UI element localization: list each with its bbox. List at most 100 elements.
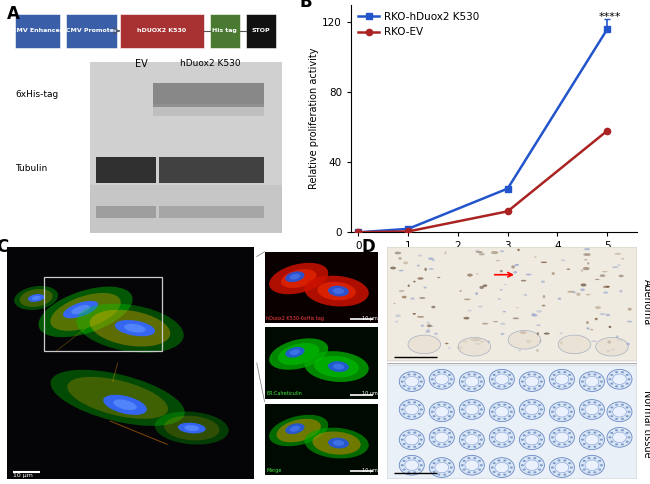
- Ellipse shape: [503, 418, 506, 420]
- Ellipse shape: [393, 303, 396, 304]
- Ellipse shape: [538, 413, 541, 415]
- Ellipse shape: [463, 413, 465, 415]
- Ellipse shape: [304, 276, 369, 306]
- Ellipse shape: [465, 435, 478, 445]
- Ellipse shape: [443, 459, 447, 462]
- Ellipse shape: [588, 401, 590, 404]
- Ellipse shape: [600, 313, 605, 315]
- Ellipse shape: [450, 411, 453, 413]
- Ellipse shape: [583, 434, 586, 437]
- Ellipse shape: [607, 369, 632, 389]
- Ellipse shape: [50, 293, 121, 331]
- Ellipse shape: [463, 385, 465, 387]
- Ellipse shape: [32, 296, 40, 300]
- Ellipse shape: [410, 297, 415, 300]
- Ellipse shape: [552, 462, 556, 464]
- Text: STOP: STOP: [252, 29, 270, 33]
- Ellipse shape: [276, 419, 321, 442]
- Ellipse shape: [478, 469, 481, 470]
- Ellipse shape: [417, 255, 422, 257]
- Ellipse shape: [408, 335, 441, 354]
- Text: 6xHis-tag: 6xHis-tag: [16, 91, 58, 99]
- Ellipse shape: [418, 413, 421, 415]
- Ellipse shape: [478, 443, 481, 445]
- Ellipse shape: [482, 323, 488, 325]
- Ellipse shape: [588, 388, 590, 390]
- Ellipse shape: [467, 273, 473, 277]
- Ellipse shape: [14, 286, 58, 310]
- Ellipse shape: [598, 376, 601, 378]
- Ellipse shape: [590, 329, 593, 331]
- Ellipse shape: [475, 250, 480, 252]
- Ellipse shape: [443, 418, 447, 420]
- Ellipse shape: [465, 377, 478, 387]
- Ellipse shape: [437, 443, 440, 445]
- Ellipse shape: [443, 404, 447, 406]
- Ellipse shape: [493, 321, 498, 322]
- Ellipse shape: [480, 380, 483, 383]
- Ellipse shape: [525, 435, 539, 445]
- Ellipse shape: [491, 411, 494, 413]
- Ellipse shape: [408, 401, 410, 404]
- Bar: [90, 185, 281, 232]
- Ellipse shape: [450, 378, 453, 380]
- Ellipse shape: [395, 321, 398, 322]
- Ellipse shape: [467, 457, 471, 459]
- Text: hDUOX2 K530: hDUOX2 K530: [137, 29, 187, 33]
- Ellipse shape: [480, 341, 485, 342]
- Ellipse shape: [526, 340, 532, 343]
- Ellipse shape: [538, 443, 541, 445]
- Ellipse shape: [465, 460, 478, 470]
- Ellipse shape: [432, 259, 435, 261]
- Ellipse shape: [595, 306, 601, 309]
- Ellipse shape: [583, 376, 586, 378]
- Ellipse shape: [497, 473, 500, 476]
- Ellipse shape: [463, 469, 465, 470]
- Ellipse shape: [611, 348, 615, 351]
- Ellipse shape: [514, 271, 517, 273]
- Ellipse shape: [433, 462, 436, 464]
- Ellipse shape: [420, 439, 423, 441]
- Bar: [96, 206, 156, 218]
- Ellipse shape: [508, 374, 511, 376]
- Ellipse shape: [473, 388, 476, 390]
- Ellipse shape: [568, 415, 571, 417]
- Ellipse shape: [612, 267, 618, 268]
- Ellipse shape: [483, 285, 488, 287]
- Ellipse shape: [519, 331, 526, 334]
- Ellipse shape: [561, 259, 566, 261]
- Ellipse shape: [503, 404, 506, 406]
- Ellipse shape: [549, 427, 575, 447]
- Ellipse shape: [460, 400, 484, 419]
- Ellipse shape: [425, 331, 430, 333]
- Ellipse shape: [588, 374, 590, 376]
- Ellipse shape: [538, 385, 541, 387]
- Ellipse shape: [493, 471, 496, 473]
- Ellipse shape: [599, 274, 605, 277]
- Ellipse shape: [402, 460, 406, 462]
- Ellipse shape: [586, 327, 590, 330]
- Ellipse shape: [593, 415, 597, 418]
- Ellipse shape: [437, 459, 440, 462]
- Ellipse shape: [475, 343, 480, 345]
- Ellipse shape: [610, 407, 614, 408]
- Ellipse shape: [593, 432, 597, 434]
- Ellipse shape: [551, 378, 554, 380]
- Bar: [16, 15, 60, 47]
- Text: B: B: [300, 0, 312, 12]
- Ellipse shape: [408, 415, 410, 418]
- Ellipse shape: [478, 413, 481, 415]
- Ellipse shape: [580, 270, 583, 272]
- Ellipse shape: [627, 411, 630, 413]
- Ellipse shape: [443, 473, 447, 476]
- Ellipse shape: [428, 257, 434, 260]
- Ellipse shape: [517, 249, 520, 251]
- Ellipse shape: [399, 430, 424, 450]
- Ellipse shape: [600, 464, 603, 466]
- Ellipse shape: [437, 385, 440, 387]
- Ellipse shape: [431, 306, 436, 308]
- Text: 10 μm: 10 μm: [361, 468, 378, 472]
- Ellipse shape: [435, 432, 448, 442]
- Ellipse shape: [627, 436, 630, 439]
- Ellipse shape: [467, 401, 471, 404]
